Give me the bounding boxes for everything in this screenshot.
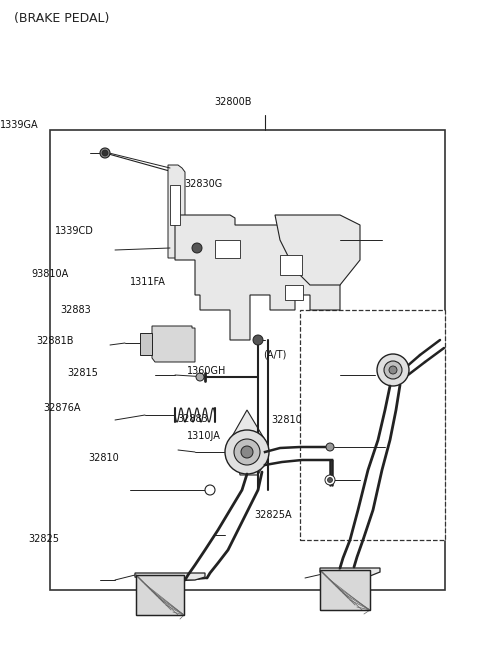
Bar [320,570,370,610]
Bar [285,285,303,300]
Circle shape [102,150,108,156]
Text: 1339GA: 1339GA [0,119,38,130]
Circle shape [377,354,409,386]
Circle shape [253,335,263,345]
Circle shape [205,485,215,495]
Circle shape [325,475,335,485]
Text: 32876A: 32876A [43,403,81,413]
Bar [170,185,180,225]
Text: 32810: 32810 [89,453,120,463]
Bar [50,130,445,590]
Circle shape [326,443,334,451]
Circle shape [196,373,204,381]
Polygon shape [168,165,185,258]
Text: 1310JA: 1310JA [187,430,221,441]
Text: 1360GH: 1360GH [187,365,227,376]
Polygon shape [230,410,268,475]
Circle shape [327,478,333,483]
Circle shape [225,430,269,474]
Text: 32830G: 32830G [185,178,223,189]
Bar [136,575,184,615]
Bar [215,240,240,258]
Bar [320,570,370,610]
Circle shape [192,243,202,253]
Text: 1311FA: 1311FA [130,277,166,287]
Circle shape [100,148,110,158]
Polygon shape [275,215,360,285]
Bar [280,255,302,275]
Text: 93810A: 93810A [31,269,69,279]
Polygon shape [135,573,205,580]
Polygon shape [175,215,340,340]
Circle shape [384,361,402,379]
Text: 1339CD: 1339CD [55,226,94,236]
Polygon shape [320,568,380,576]
Polygon shape [140,333,152,355]
Bar [300,310,445,540]
Text: (BRAKE PEDAL): (BRAKE PEDAL) [14,12,109,25]
Text: 32883: 32883 [178,413,208,424]
Circle shape [234,439,260,465]
Text: 32810: 32810 [271,415,302,425]
Circle shape [389,366,397,374]
Text: 32881B: 32881B [36,336,73,346]
Text: (A/T): (A/T) [263,349,287,359]
Text: 32815: 32815 [67,367,98,378]
Circle shape [241,446,253,458]
Polygon shape [152,326,195,362]
Text: 32800B: 32800B [214,96,252,107]
Text: 32825A: 32825A [254,510,292,520]
Bar [136,575,184,615]
Text: 32883: 32883 [60,305,91,316]
Text: 32825: 32825 [29,534,60,544]
